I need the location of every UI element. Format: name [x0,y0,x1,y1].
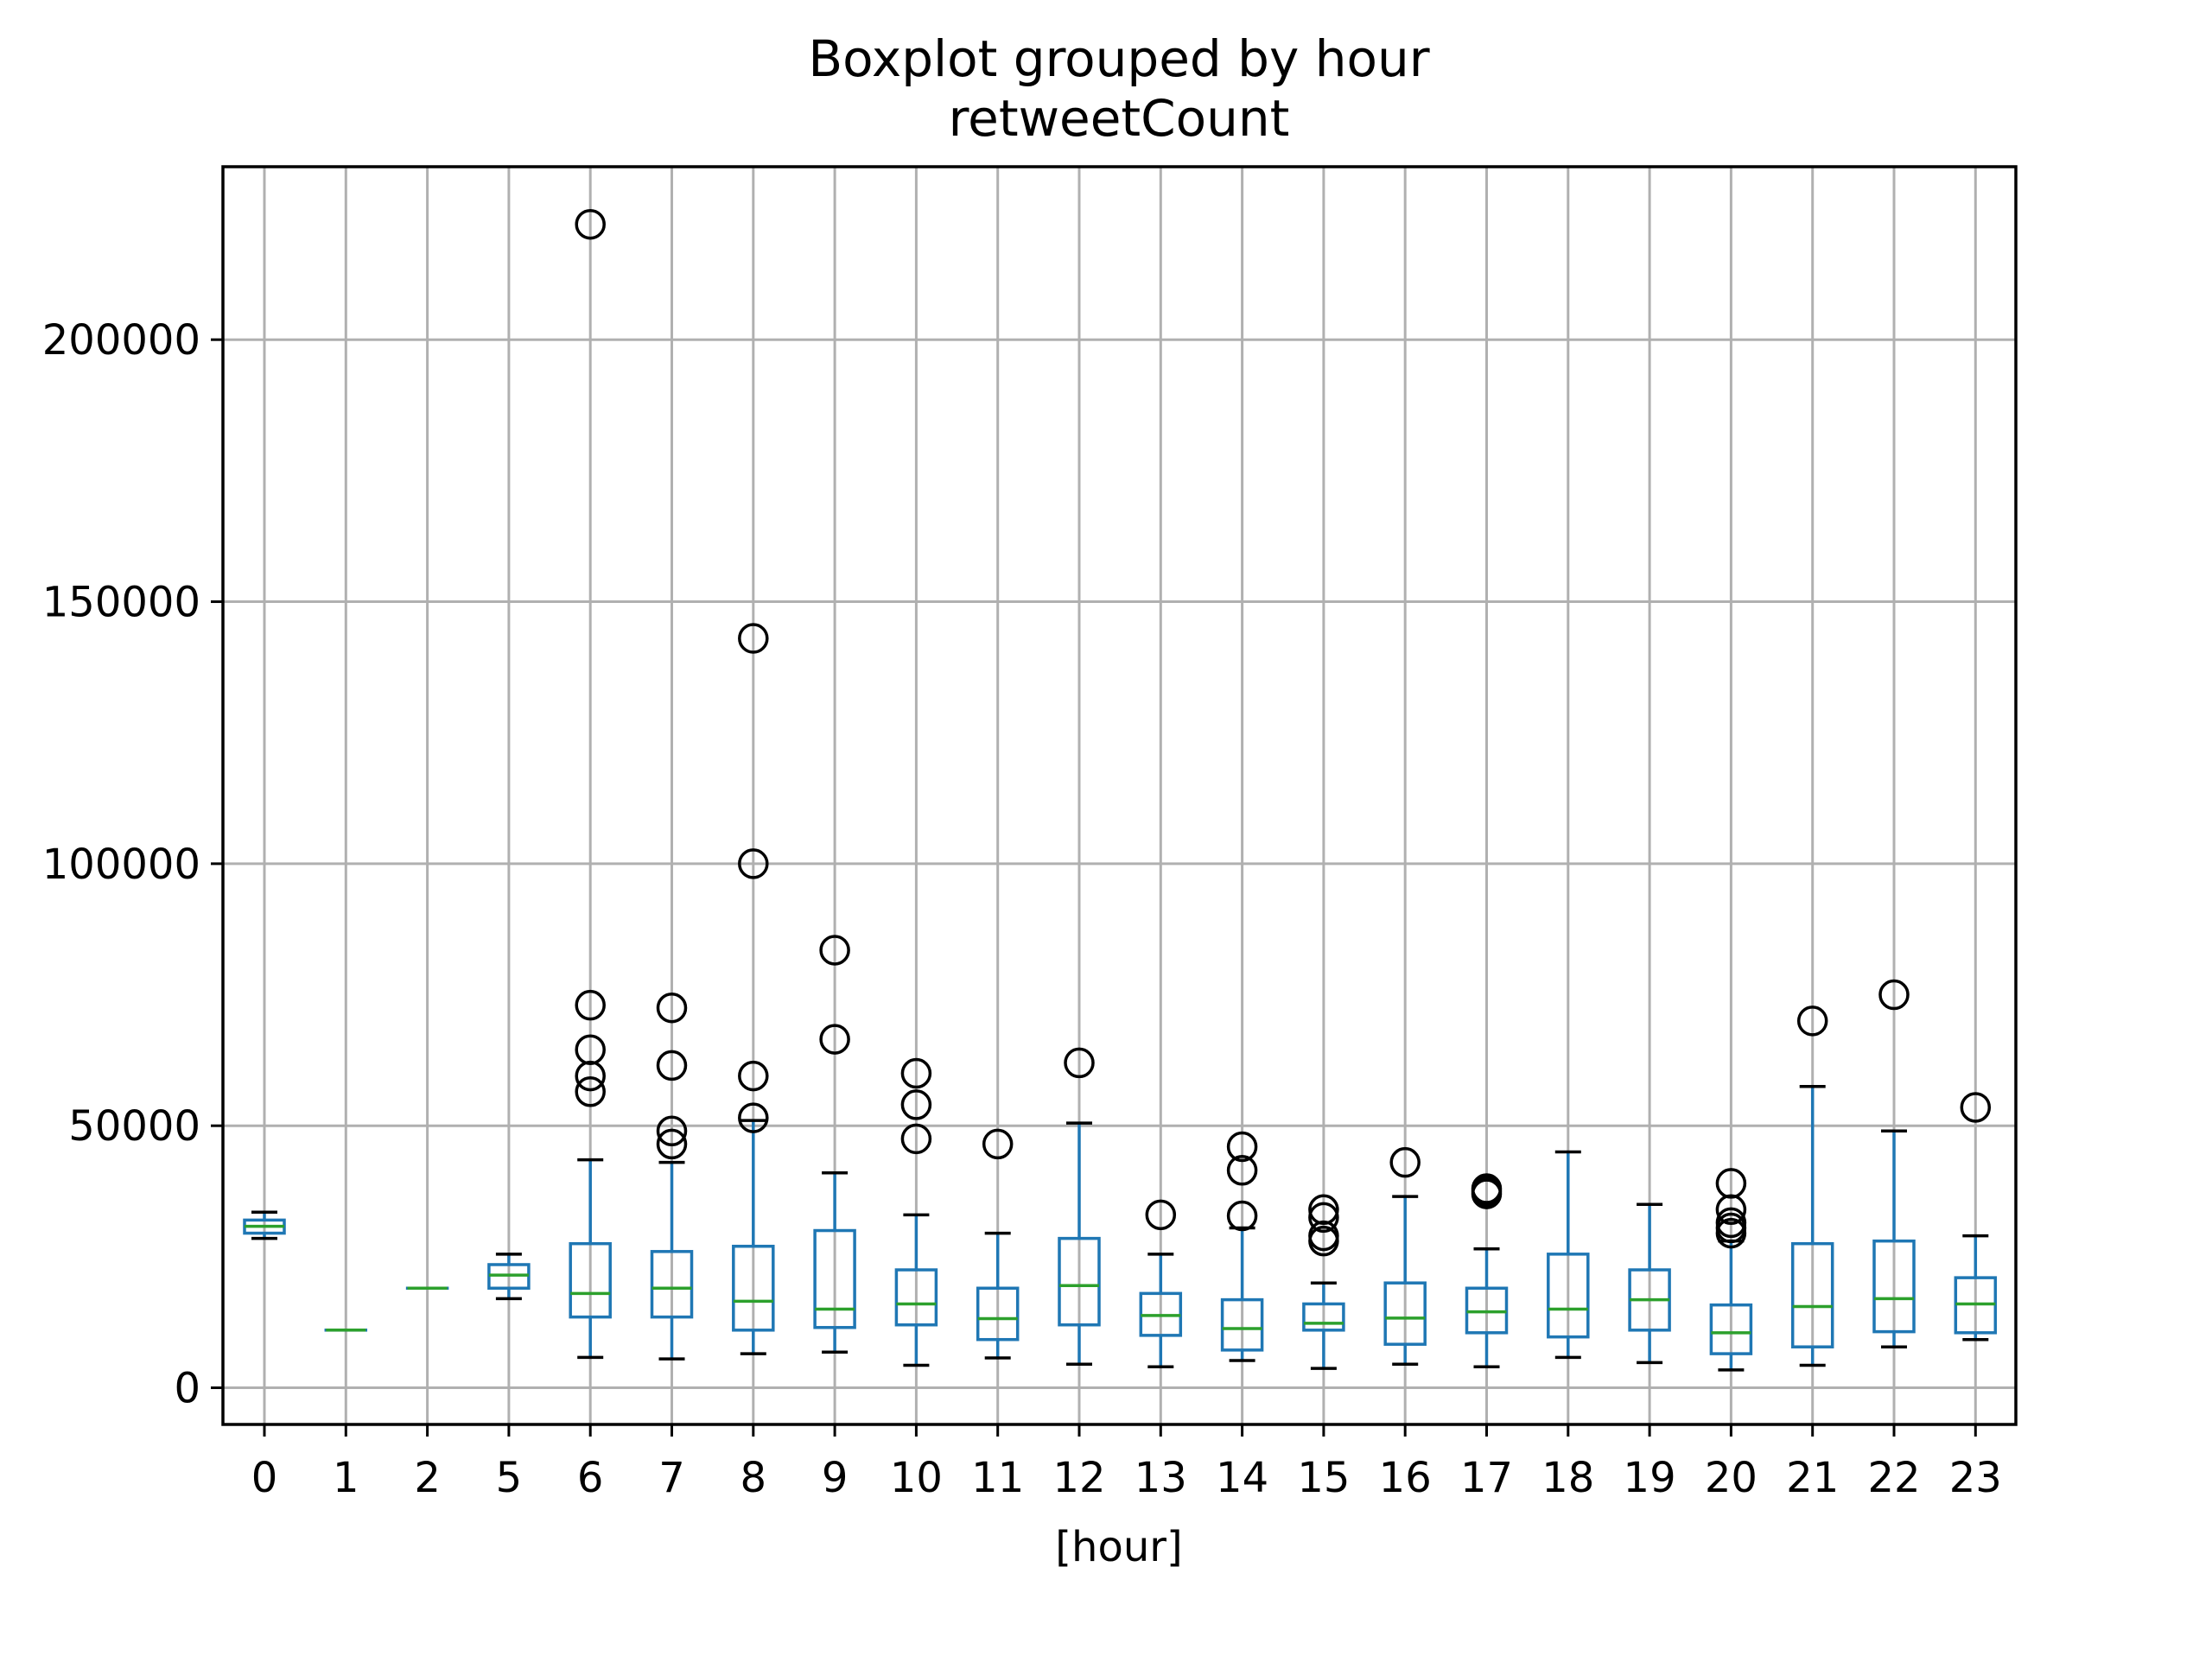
x-tick-label: 8 [741,1454,767,1502]
x-tick-label: 23 [1949,1454,2002,1502]
x-tick-label: 18 [1541,1454,1594,1502]
x-axis-label: [hour] [1055,1523,1182,1571]
x-tick-label: 21 [1786,1454,1839,1502]
x-tick-label: 16 [1379,1454,1432,1502]
y-tick-label: 50000 [68,1102,200,1151]
y-tick-label: 200000 [42,316,200,365]
y-tick-label: 0 [174,1365,200,1413]
y-tick-label: 100000 [42,841,200,889]
x-tick-label: 12 [1052,1454,1105,1502]
x-tick-label: 9 [822,1454,849,1502]
x-tick-label: 2 [414,1454,441,1502]
x-tick-label: 17 [1460,1454,1513,1502]
x-tick-label: 14 [1216,1454,1268,1502]
x-tick-label: 11 [971,1454,1024,1502]
x-tick-label: 13 [1135,1454,1187,1502]
x-tick-label: 1 [333,1454,359,1502]
x-tick-label: 10 [890,1454,943,1502]
x-tick-label: 20 [1705,1454,1758,1502]
chart-title: Boxplot grouped by hour [808,29,1429,88]
x-tick-label: 0 [251,1454,278,1502]
x-tick-label: 6 [577,1454,604,1502]
y-tick-label: 150000 [42,579,200,627]
x-tick-label: 7 [658,1454,685,1502]
x-tick-label: 19 [1624,1454,1676,1502]
chart-subtitle: retweetCount [949,89,1290,148]
x-tick-label: 22 [1867,1454,1920,1502]
x-tick-label: 5 [496,1454,523,1502]
x-tick-label: 15 [1297,1454,1350,1502]
